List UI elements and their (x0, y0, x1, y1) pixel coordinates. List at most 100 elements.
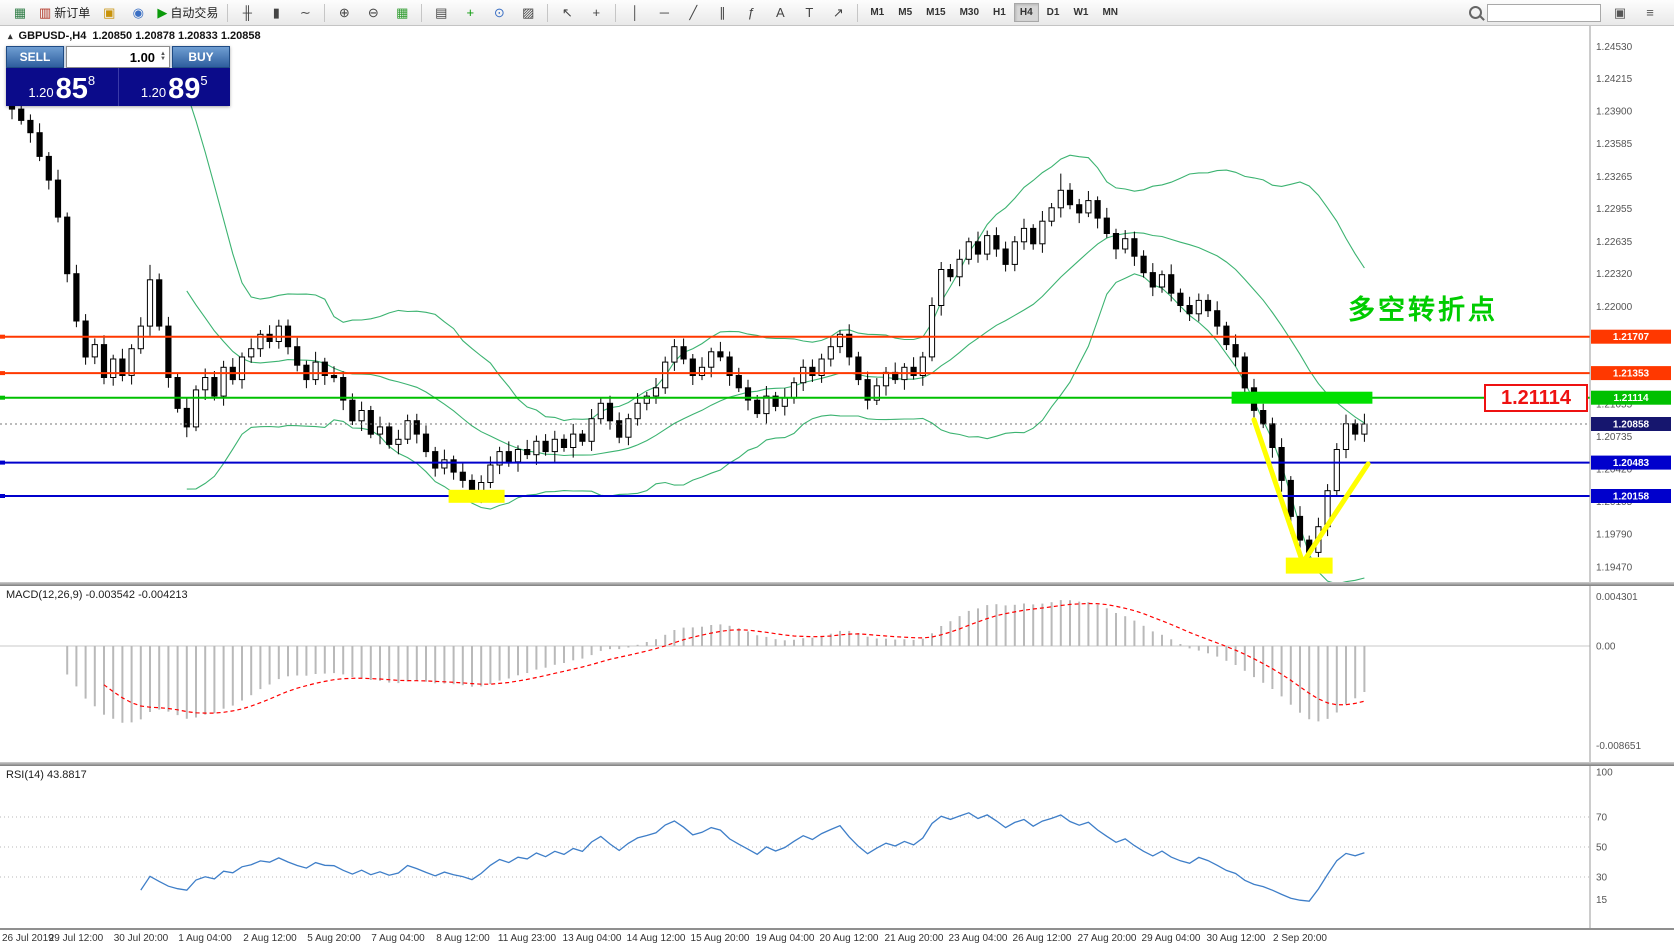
menu-icon[interactable]: ≡ (1646, 5, 1654, 20)
candlestick-chart-icon: ▮ (272, 4, 280, 20)
window-icon[interactable]: ▣ (1613, 4, 1627, 20)
pane-divider[interactable] (0, 762, 1674, 766)
cursor-icon: ↖ (561, 4, 573, 20)
timeframe-m30[interactable]: M30 (959, 7, 980, 18)
indicators-icon: + (466, 5, 475, 20)
time-axis-label: 11 Aug 23:00 (497, 933, 557, 944)
yellow-v-shape (1251, 417, 1371, 569)
spinner-up-icon[interactable]: ▲ (160, 51, 166, 57)
data-window-icon: ◉ (132, 4, 144, 20)
timeframe-m1[interactable]: M1 (870, 7, 885, 18)
toolbar-separator (421, 3, 423, 22)
line-chart-icon: ∼ (299, 4, 311, 20)
trendline-icon[interactable]: ╱ (679, 2, 707, 24)
svg-text:50: 50 (1596, 843, 1608, 854)
equidistant-channel-icon: ∥ (719, 4, 726, 20)
templates-icon[interactable]: ▨ (514, 2, 542, 24)
bollinger-bands (186, 92, 1365, 582)
candlestick-chart-icon[interactable]: ▮ (262, 2, 290, 24)
periods-icon[interactable]: ⊙ (485, 2, 513, 24)
toolbar-separator (547, 3, 549, 22)
pane-divider[interactable] (0, 582, 1674, 586)
text-icon: A (775, 5, 785, 20)
chart-header: ▴ GBPUSD-,H4 1.20850 1.20878 1.20833 1.2… (8, 30, 261, 42)
data-window-icon[interactable]: ◉ (124, 2, 152, 24)
toolbar-separator (615, 3, 617, 22)
svg-text:1.22320: 1.22320 (1596, 269, 1633, 280)
buy-button[interactable]: BUY (172, 46, 230, 68)
svg-text:1.24215: 1.24215 (1596, 74, 1633, 85)
search-icon[interactable] (1469, 6, 1482, 19)
time-axis[interactable]: 26 Jul 2019 29 Jul 12:00 30 Jul 20:00 1 Aug… (0, 930, 1674, 948)
timeframe-d1[interactable]: D1 (1046, 7, 1060, 18)
svg-text:1.22000: 1.22000 (1596, 302, 1633, 313)
fibonacci-icon[interactable]: ƒ (737, 2, 765, 24)
collapse-arrow-icon[interactable]: ▴ (8, 30, 13, 41)
time-axis-label: 7 Aug 04:00 (371, 933, 425, 944)
profiles-icon[interactable]: ▣ (95, 2, 123, 24)
spinner-down-icon[interactable]: ▼ (160, 56, 166, 62)
svg-text:-0.008651: -0.008651 (1596, 741, 1641, 752)
horizontal-lines[interactable] (0, 335, 1590, 497)
time-axis-label: 20 Aug 12:00 (819, 933, 879, 944)
ask-price-sup: 5 (200, 73, 208, 88)
timeframe-w1[interactable]: W1 (1073, 7, 1089, 18)
turning-point-annotation[interactable]: 多空转折点 (1348, 295, 1498, 325)
zoom-out-icon[interactable]: ⊖ (359, 2, 387, 24)
crosshair-icon[interactable]: + (582, 2, 610, 24)
ask-price-prefix: 1.20 (140, 85, 167, 100)
svg-text:1.20483: 1.20483 (1613, 458, 1650, 469)
rsi-pane[interactable]: 100 70 50 30 15 (0, 766, 1674, 928)
periods-icon: ⊙ (493, 4, 505, 20)
arrows-icon: ↗ (832, 4, 844, 20)
price-level-callout[interactable]: 1.21114 (1484, 384, 1588, 412)
ask-price-display: 1.20 89 5 (119, 68, 231, 106)
price-pane[interactable]: 1.24530 1.24215 1.23900 1.23585 1.23265 1.229… (0, 26, 1674, 582)
macd-indicator-label: MACD(12,26,9) -0.003542 -0.004213 (6, 589, 188, 601)
new-chart-icon[interactable]: ▤ (427, 2, 455, 24)
svg-text:1.23900: 1.23900 (1596, 107, 1633, 118)
bar-chart-icon[interactable]: ╫ (233, 2, 261, 24)
time-axis-label: 13 Aug 04:00 (562, 933, 622, 944)
zoom-in-icon[interactable]: ⊕ (330, 2, 358, 24)
time-axis-label: 1 Aug 04:00 (178, 933, 232, 944)
horizontal-line-icon[interactable]: ─ (650, 2, 678, 24)
volume-spinner[interactable]: ▲ ▼ (160, 51, 166, 62)
drawing-highlights[interactable] (448, 391, 1373, 574)
charts-icon[interactable]: ▦ (6, 2, 34, 24)
tile-windows-icon[interactable]: ▦ (388, 2, 416, 24)
indicators-icon[interactable]: + (456, 2, 484, 24)
svg-text:1.21353: 1.21353 (1613, 369, 1650, 380)
autotrading-button[interactable]: ▶ 自动交易 (153, 2, 222, 24)
arrows-icon[interactable]: ↗ (824, 2, 852, 24)
line-chart-icon[interactable]: ∼ (291, 2, 319, 24)
timeframe-m15[interactable]: M15 (926, 7, 946, 18)
new-order-button[interactable]: ▥ 新订单 (35, 2, 94, 24)
vertical-line-icon: │ (631, 5, 640, 20)
text-icon[interactable]: A (766, 2, 794, 24)
search-input[interactable] (1487, 3, 1601, 22)
vertical-line-icon[interactable]: │ (621, 2, 649, 24)
time-axis-label: 30 Jul 20:00 (113, 933, 169, 944)
sell-button[interactable]: SELL (6, 46, 64, 68)
text-label-icon[interactable]: T (795, 2, 823, 24)
timeframe-m5[interactable]: M5 (898, 7, 913, 18)
pane-divider (0, 928, 1674, 930)
svg-text:1.19790: 1.19790 (1596, 529, 1633, 540)
equidistant-channel-icon[interactable]: ∥ (708, 2, 736, 24)
svg-text:70: 70 (1596, 813, 1608, 824)
timeframe-h1[interactable]: H1 (993, 7, 1006, 18)
toolbar-search-area: ▣ ≡ (1469, 2, 1668, 24)
time-axis-label: 23 Aug 04:00 (948, 933, 1008, 944)
time-axis-label: 14 Aug 12:00 (626, 933, 686, 944)
macd-pane[interactable]: 0.004301 0.00 -0.008651 (0, 586, 1674, 762)
templates-icon: ▨ (522, 4, 535, 20)
svg-text:1.24530: 1.24530 (1596, 42, 1633, 53)
price-axis[interactable]: 1.24530 1.24215 1.23900 1.23585 1.23265 1.229… (1589, 26, 1674, 582)
timeframe-bar: M1 M5 M15 M30 H1 H4 D1 W1 MN (863, 3, 1125, 22)
timeframe-mn[interactable]: MN (1102, 7, 1118, 18)
toolbar-separator (857, 3, 859, 22)
cursor-icon[interactable]: ↖ (553, 2, 581, 24)
volume-field[interactable]: 1.00 ▲ ▼ (66, 46, 170, 68)
timeframe-h4[interactable]: H4 (1013, 3, 1039, 22)
